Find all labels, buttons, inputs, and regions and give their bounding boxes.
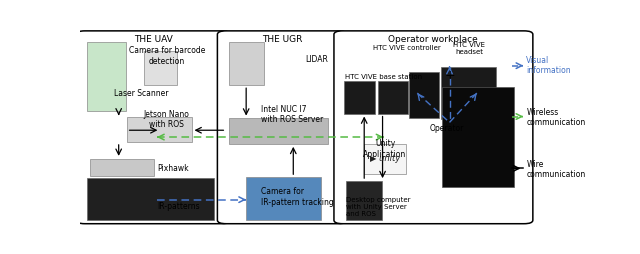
Text: Laser Scanner: Laser Scanner: [114, 89, 168, 98]
Text: THE UGR: THE UGR: [262, 35, 303, 44]
FancyBboxPatch shape: [88, 178, 214, 220]
FancyBboxPatch shape: [229, 42, 264, 85]
FancyBboxPatch shape: [127, 117, 191, 142]
Text: Unity
Application: Unity Application: [364, 139, 406, 158]
Text: Camera for
IR-pattern tracking: Camera for IR-pattern tracking: [261, 187, 334, 207]
FancyBboxPatch shape: [409, 72, 438, 118]
FancyBboxPatch shape: [441, 67, 495, 119]
Text: LIDAR: LIDAR: [306, 55, 328, 64]
Text: HTC VIVE controller: HTC VIVE controller: [374, 45, 441, 51]
FancyBboxPatch shape: [344, 81, 375, 114]
FancyBboxPatch shape: [88, 42, 126, 111]
Text: Wire
communication: Wire communication: [527, 160, 586, 179]
Text: IR-patterns: IR-patterns: [157, 202, 200, 211]
Text: Jetson Nano
with ROS: Jetson Nano with ROS: [144, 110, 189, 129]
FancyBboxPatch shape: [90, 158, 154, 176]
FancyBboxPatch shape: [145, 51, 177, 85]
FancyBboxPatch shape: [364, 144, 406, 174]
FancyBboxPatch shape: [346, 181, 382, 220]
Text: Wireless
communication: Wireless communication: [527, 108, 586, 127]
FancyBboxPatch shape: [246, 177, 321, 220]
Text: Pixhawk: Pixhawk: [157, 164, 189, 173]
FancyBboxPatch shape: [229, 118, 328, 144]
Text: Visual
information: Visual information: [527, 56, 571, 75]
Text: Intel NUC I7
with ROS Server: Intel NUC I7 with ROS Server: [261, 105, 323, 124]
Text: HTC VIVE
headset: HTC VIVE headset: [453, 42, 485, 55]
FancyBboxPatch shape: [378, 81, 408, 114]
Text: +: +: [444, 69, 455, 82]
Text: Operator: Operator: [430, 124, 464, 133]
FancyBboxPatch shape: [218, 31, 347, 224]
Text: THE UAV: THE UAV: [134, 35, 173, 44]
Text: ▶ unity: ▶ unity: [370, 154, 401, 163]
Text: Desktop computer
with Unity Server
and ROS: Desktop computer with Unity Server and R…: [346, 197, 411, 216]
Text: Operator workplace: Operator workplace: [388, 35, 478, 44]
FancyBboxPatch shape: [76, 31, 230, 224]
FancyBboxPatch shape: [442, 87, 514, 187]
FancyBboxPatch shape: [334, 31, 533, 224]
Text: Camera for barcode
detection: Camera for barcode detection: [129, 46, 205, 66]
Text: HTC VIVE base station: HTC VIVE base station: [346, 74, 422, 81]
